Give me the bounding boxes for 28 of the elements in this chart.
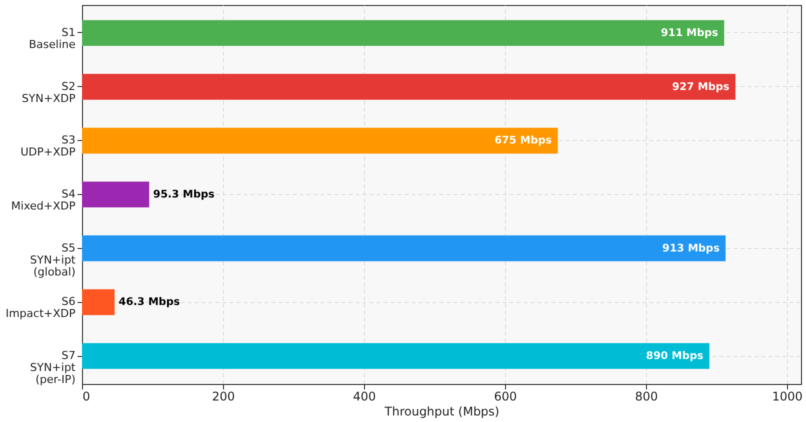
x-tick-label: 200 — [212, 390, 235, 404]
y-tick-label: S1 Baseline — [28, 26, 76, 51]
bar — [82, 182, 150, 208]
y-tick-label: S6 Impact+XDP — [6, 295, 76, 320]
x-tick-label: 0 — [82, 390, 90, 404]
y-tick-label: S2 SYN+XDP — [22, 80, 76, 105]
data-label: 911 Mbps — [660, 26, 718, 39]
data-label: 927 Mbps — [672, 80, 730, 93]
x-tick-label: 600 — [494, 390, 517, 404]
y-tick-label: S4 Mixed+XDP — [11, 188, 76, 212]
x-tick-label: 800 — [634, 390, 658, 404]
x-axis-title: Throughput (Mbps) — [384, 404, 500, 418]
bar — [82, 128, 558, 154]
bar — [82, 343, 710, 369]
x-tick-label: 1000 — [772, 390, 803, 404]
bar — [82, 74, 736, 100]
bar — [82, 289, 115, 316]
bar — [82, 235, 726, 262]
data-label: 913 Mbps — [662, 242, 720, 254]
data-label: 890 Mbps — [646, 350, 704, 362]
y-tick-label: S3 UDP+XDP — [20, 134, 76, 159]
y-tick-label: S5 SYN+ipt (global) — [30, 241, 76, 278]
data-label: 675 Mbps — [494, 134, 552, 147]
bar — [82, 20, 724, 46]
x-tick-label: 400 — [353, 390, 376, 404]
data-label: 95.3 Mbps — [153, 188, 214, 200]
data-label: 46.3 Mbps — [118, 296, 180, 308]
y-tick-label: S7 SYN+ipt (per-IP) — [30, 349, 76, 386]
